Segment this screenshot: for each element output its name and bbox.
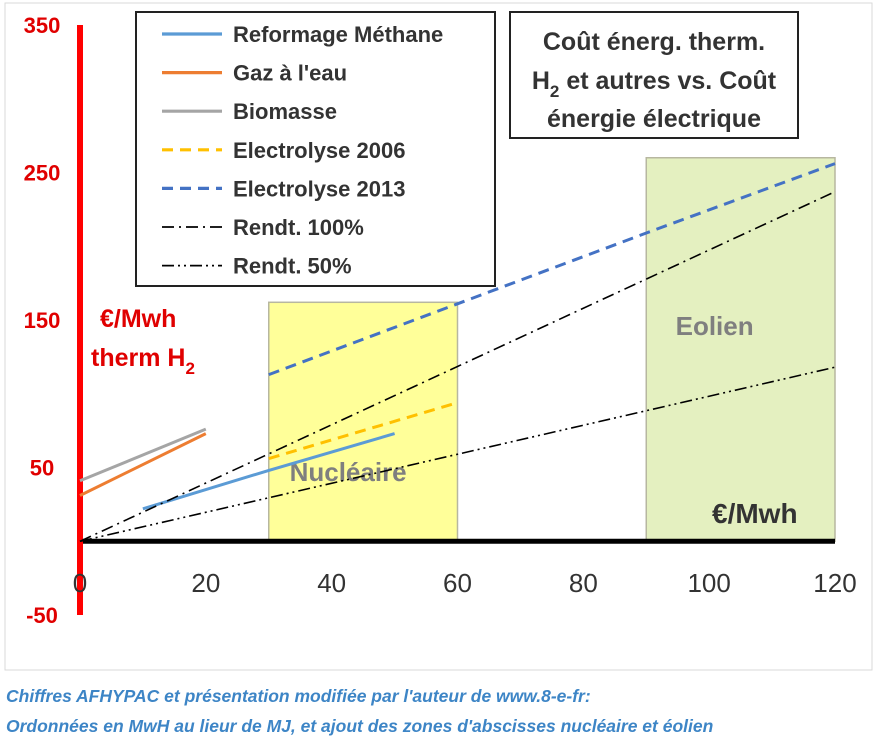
- x-tick-label: 0: [73, 568, 87, 598]
- y-tick-label: -50: [26, 603, 58, 628]
- legend-label: Rendt. 100%: [233, 215, 364, 240]
- legend-label: Rendt. 50%: [233, 254, 352, 279]
- series-line-rendt-100: [79, 190, 836, 543]
- series-line-gaz-l-eau: [79, 432, 207, 497]
- y-tick-label: 250: [24, 161, 61, 186]
- legend-label: Electrolyse 2013: [233, 176, 405, 201]
- ticks-layer: 350 250 150 50 -50 0 20 40 60 80 100 120: [24, 13, 857, 628]
- zone-wind: [645, 157, 836, 542]
- y-axis-label-line2: therm H2: [91, 344, 195, 378]
- legend-label: Reformage Méthane: [233, 22, 443, 47]
- title-box-frame: [509, 11, 799, 139]
- chart-title-h: H: [532, 67, 550, 95]
- series-layer: [79, 162, 836, 543]
- x-tick-label: 100: [687, 568, 730, 598]
- x-tick-label: 40: [317, 568, 346, 598]
- title-box: Coût énerg. therm. H2 et autres vs. Coût…: [509, 11, 799, 139]
- x-tick-label: 20: [191, 568, 220, 598]
- chart-title-rest: et autres vs. Coût: [559, 67, 776, 95]
- legend-box: [135, 11, 496, 287]
- chart-title-line2: H2 et autres vs. Coût: [532, 67, 777, 101]
- x-tick-label: 120: [813, 568, 856, 598]
- chart-title-line3: énergie électrique: [547, 105, 761, 133]
- series-line-electrolyse-2013: [268, 162, 836, 377]
- chart-title-line1: Coût énerg. therm.: [543, 28, 765, 56]
- series-line-rendt-50: [79, 366, 836, 543]
- legend-label: Gaz à l'eau: [233, 61, 347, 86]
- series-line-biomasse: [79, 427, 207, 483]
- caption-line2: Ordonnées en MwH au lieur de MJ, et ajou…: [6, 716, 714, 736]
- axes-layer: [77, 25, 835, 615]
- x-axis-label: €/Mwh: [712, 498, 798, 529]
- y-tick-label: 350: [24, 13, 61, 38]
- caption-line1: Chiffres AFHYPAC et présentation modifié…: [6, 686, 591, 706]
- y-axis-label-subscript: 2: [185, 359, 194, 378]
- legend: Reformage Méthane Gaz à l'eau Biomasse Elec…: [135, 11, 496, 287]
- legend-items: Reformage Méthane Gaz à l'eau Biomasse Elec…: [162, 22, 443, 279]
- legend-label: Biomasse: [233, 99, 337, 124]
- y-axis-label-line1: €/Mwh: [100, 305, 176, 333]
- y-tick-label: 50: [30, 456, 54, 481]
- y-tick-label: 150: [24, 308, 61, 333]
- series-line-electrolyse-2006: [268, 401, 458, 461]
- x-tick-label: 60: [443, 568, 472, 598]
- zone-label-nuclear: Nucléaire: [290, 457, 407, 487]
- zone-label-wind: Eolien: [676, 311, 754, 341]
- legend-label: Electrolyse 2006: [233, 138, 405, 163]
- x-tick-label: 80: [569, 568, 598, 598]
- y-axis-label-main: therm H: [91, 344, 185, 372]
- chart-title-subscript: 2: [550, 82, 559, 101]
- zone-nuclear: [268, 301, 459, 542]
